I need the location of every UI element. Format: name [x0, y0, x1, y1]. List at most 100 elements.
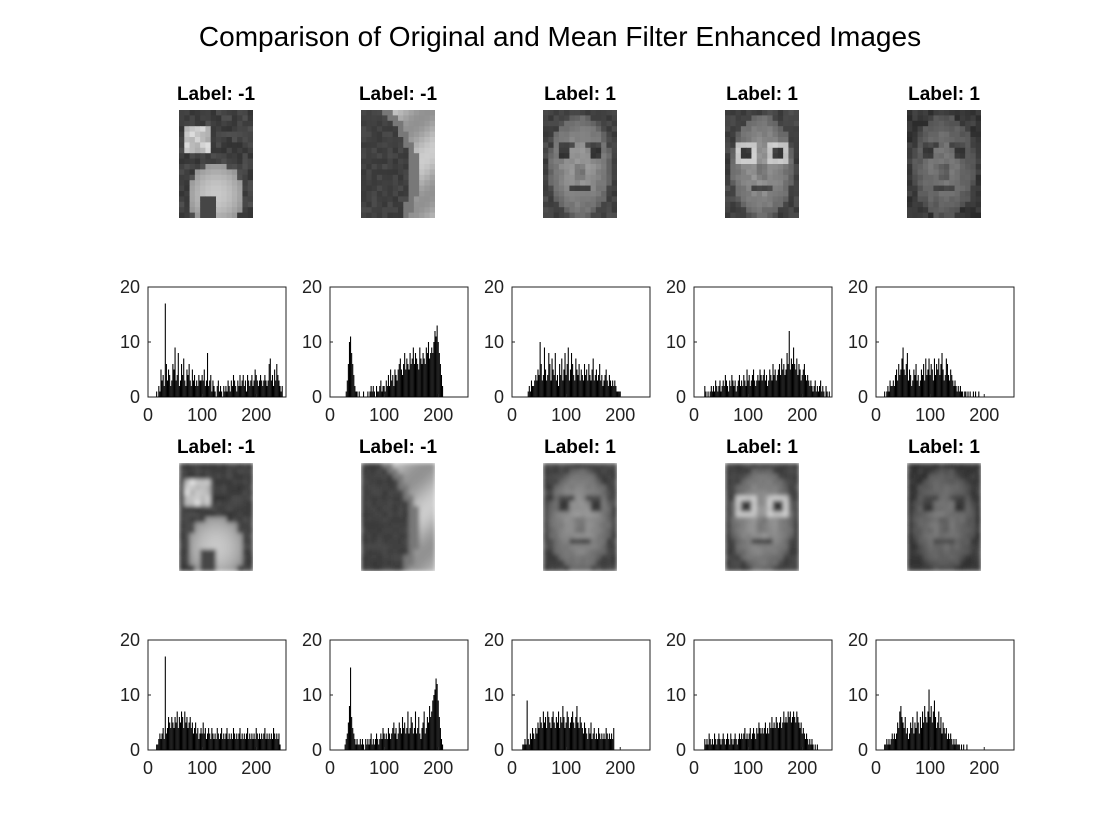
histogram-bar [793, 347, 795, 397]
histogram-bar [231, 386, 233, 397]
histogram-bar [743, 733, 745, 750]
histogram-bar [240, 386, 242, 397]
histogram-bar [773, 375, 775, 397]
histogram-bar [426, 717, 428, 750]
histogram-bar [710, 386, 712, 397]
x-tick-label: 0 [325, 405, 335, 425]
histogram-bar [740, 739, 742, 750]
histogram-bar [800, 722, 802, 750]
face-image [179, 110, 253, 218]
histogram-bar [537, 369, 539, 397]
histogram-bar [904, 375, 906, 397]
histogram-bar [600, 739, 602, 750]
histogram-bar [583, 364, 586, 397]
histogram-bar [729, 744, 731, 750]
histogram-bar [355, 391, 357, 397]
histogram-bar [606, 380, 608, 397]
histogram-bar [890, 386, 892, 397]
histogram-bar [184, 380, 186, 397]
x-tick-label: 200 [787, 405, 817, 425]
histogram-bar [542, 711, 544, 750]
histogram-bar [380, 380, 382, 397]
histogram-bar [196, 380, 198, 397]
histogram-bar [161, 380, 163, 397]
histogram-bar [554, 353, 556, 397]
y-tick-label: 20 [120, 277, 140, 297]
y-tick-label: 20 [484, 630, 504, 650]
histogram-bar [190, 386, 192, 397]
histogram-bar [732, 744, 734, 750]
histogram-bar [442, 744, 444, 750]
histogram-bar [244, 739, 246, 750]
histogram-bar [748, 375, 750, 397]
histogram-bar [752, 369, 755, 397]
histogram-bar [170, 386, 172, 397]
histogram-bar [226, 728, 228, 750]
histogram-bar [420, 739, 422, 750]
histogram-axes: 0 100 200 0 10 20 [484, 277, 651, 425]
histogram-bar [566, 711, 568, 750]
histogram-bar [768, 733, 770, 750]
axes-frame [147, 286, 287, 398]
histogram-bar [716, 386, 718, 397]
histogram-bar [933, 358, 935, 397]
histogram-bar [764, 722, 766, 750]
face-image [179, 463, 253, 571]
histogram-bar [424, 364, 426, 397]
histogram-bar [722, 733, 724, 750]
histogram-bar [156, 744, 158, 750]
histogram-bar [264, 375, 266, 397]
histogram-bar [947, 375, 950, 397]
histogram-bar [550, 380, 552, 397]
histogram-bar [887, 744, 889, 750]
histogram-bar [782, 722, 784, 750]
histogram-bar [812, 744, 814, 750]
histogram-bar [353, 733, 355, 750]
histogram-bar [730, 386, 732, 397]
histogram-bar [379, 386, 381, 397]
histogram-bar [607, 386, 609, 397]
histogram-bar [733, 386, 735, 397]
histogram-bar [248, 739, 250, 750]
histogram-bar [165, 733, 167, 750]
histogram-bar [388, 733, 391, 750]
histogram-bar [969, 391, 971, 397]
histogram-bar [206, 353, 209, 397]
histogram-bar [412, 733, 414, 750]
histogram-bar [797, 717, 799, 750]
histogram-bar [186, 717, 188, 750]
histogram-bar [221, 728, 223, 750]
histogram-bar [422, 353, 424, 397]
x-tick-label: 100 [369, 758, 399, 778]
histogram-bar [401, 717, 404, 750]
histogram-bar [562, 706, 564, 750]
x-tick-label: 0 [143, 405, 153, 425]
y-tick-label: 0 [130, 740, 140, 760]
histogram-bar [393, 386, 395, 397]
histogram-bar [365, 739, 367, 750]
histogram-bar [385, 733, 387, 750]
histogram-bar [268, 733, 270, 750]
histogram-bar [380, 733, 382, 750]
histogram-bar [772, 728, 774, 750]
histogram-bar [271, 739, 274, 750]
histogram-bar [732, 380, 734, 397]
histogram-bar [223, 733, 225, 750]
histogram-bar [596, 380, 599, 397]
histogram-bar [946, 364, 948, 397]
histogram-bar [914, 375, 916, 397]
histogram-bar [785, 369, 787, 397]
histogram-bar [757, 375, 759, 397]
histogram-bar [387, 728, 389, 750]
histogram-bar [421, 728, 423, 750]
histogram-bar [741, 733, 743, 750]
x-tick-label: 0 [871, 405, 881, 425]
histogram-bar [194, 728, 196, 750]
histogram-bar [776, 375, 778, 397]
histogram-bar [417, 364, 419, 397]
histogram-bar [182, 717, 184, 750]
histogram-bar [803, 364, 805, 397]
histogram-bar [541, 728, 543, 750]
histogram-bar [227, 380, 229, 397]
x-tick-label: 200 [787, 758, 817, 778]
